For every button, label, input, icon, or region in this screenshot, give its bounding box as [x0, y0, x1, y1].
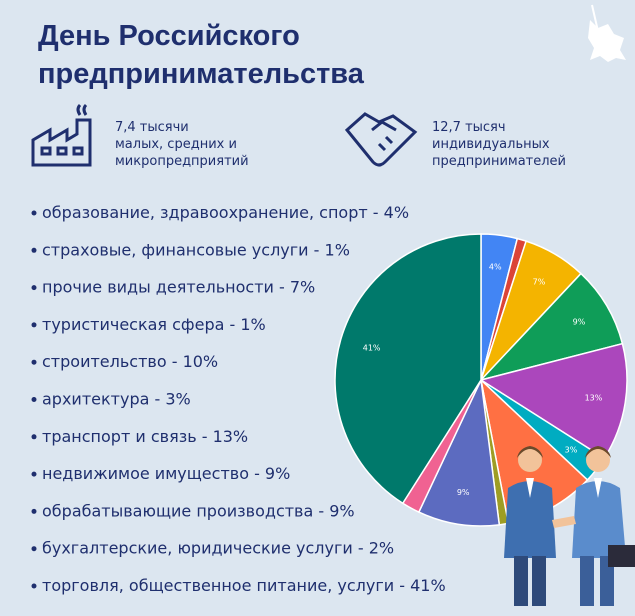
slice-label: 9%: [573, 318, 586, 327]
list-item: страховые, финансовые услуги - 1%: [42, 240, 350, 259]
bullet: [31, 210, 37, 216]
slice-label: 3%: [565, 445, 578, 454]
list-item: бухгалтерские, юридические услуги - 2%: [42, 539, 394, 558]
bullet: [31, 322, 37, 328]
handshake-icon: [344, 112, 418, 167]
logo: [588, 4, 626, 62]
stat-text: 7,4 тысячи: [115, 120, 189, 135]
businessmen-illustration: [504, 446, 635, 606]
slice-label: 9%: [457, 488, 470, 497]
bullet: [31, 247, 37, 253]
bullet: [31, 397, 37, 402]
list-item: архитектура - 3%: [42, 390, 191, 409]
pie-slice: [334, 233, 482, 505]
pie-slice: [417, 377, 501, 527]
stat-text: микропредприятий: [115, 154, 249, 169]
title: День Российского: [38, 20, 300, 52]
title: предпринимательства: [38, 58, 365, 90]
slice-label: 4%: [489, 263, 502, 272]
slice-label: 7%: [533, 277, 546, 286]
list-item: образование, здравоохранение, спорт - 4%: [42, 203, 409, 222]
stat-text: индивидуальных: [432, 137, 550, 152]
stat-text: малых, средних и: [115, 137, 237, 152]
list-item: транспорт и связь - 13%: [42, 427, 248, 446]
bullet: [31, 583, 37, 589]
bullet: [31, 359, 37, 365]
slice-label: 41%: [363, 344, 381, 353]
list-item: обрабатывающие производства - 9%: [42, 501, 355, 520]
slice-label: 13%: [585, 393, 603, 402]
bullet: [31, 434, 37, 440]
pie-slice: [478, 272, 624, 382]
list-item: строительство - 10%: [42, 352, 218, 371]
bullet: [31, 508, 37, 514]
bullet: [31, 285, 37, 291]
bullet: [31, 471, 37, 477]
list-item: туристическая сфера - 1%: [42, 315, 266, 334]
bullet: [31, 546, 37, 552]
list-item: недвижимое имущество - 9%: [42, 464, 290, 483]
stat-text: 12,7 тысяч: [432, 120, 506, 135]
stat-text: предпринимателей: [432, 154, 566, 169]
factory-icon: [31, 103, 92, 167]
list-item: торговля, общественное питание, услуги -…: [42, 576, 446, 595]
list-item: прочие виды деятельности - 7%: [42, 278, 315, 297]
